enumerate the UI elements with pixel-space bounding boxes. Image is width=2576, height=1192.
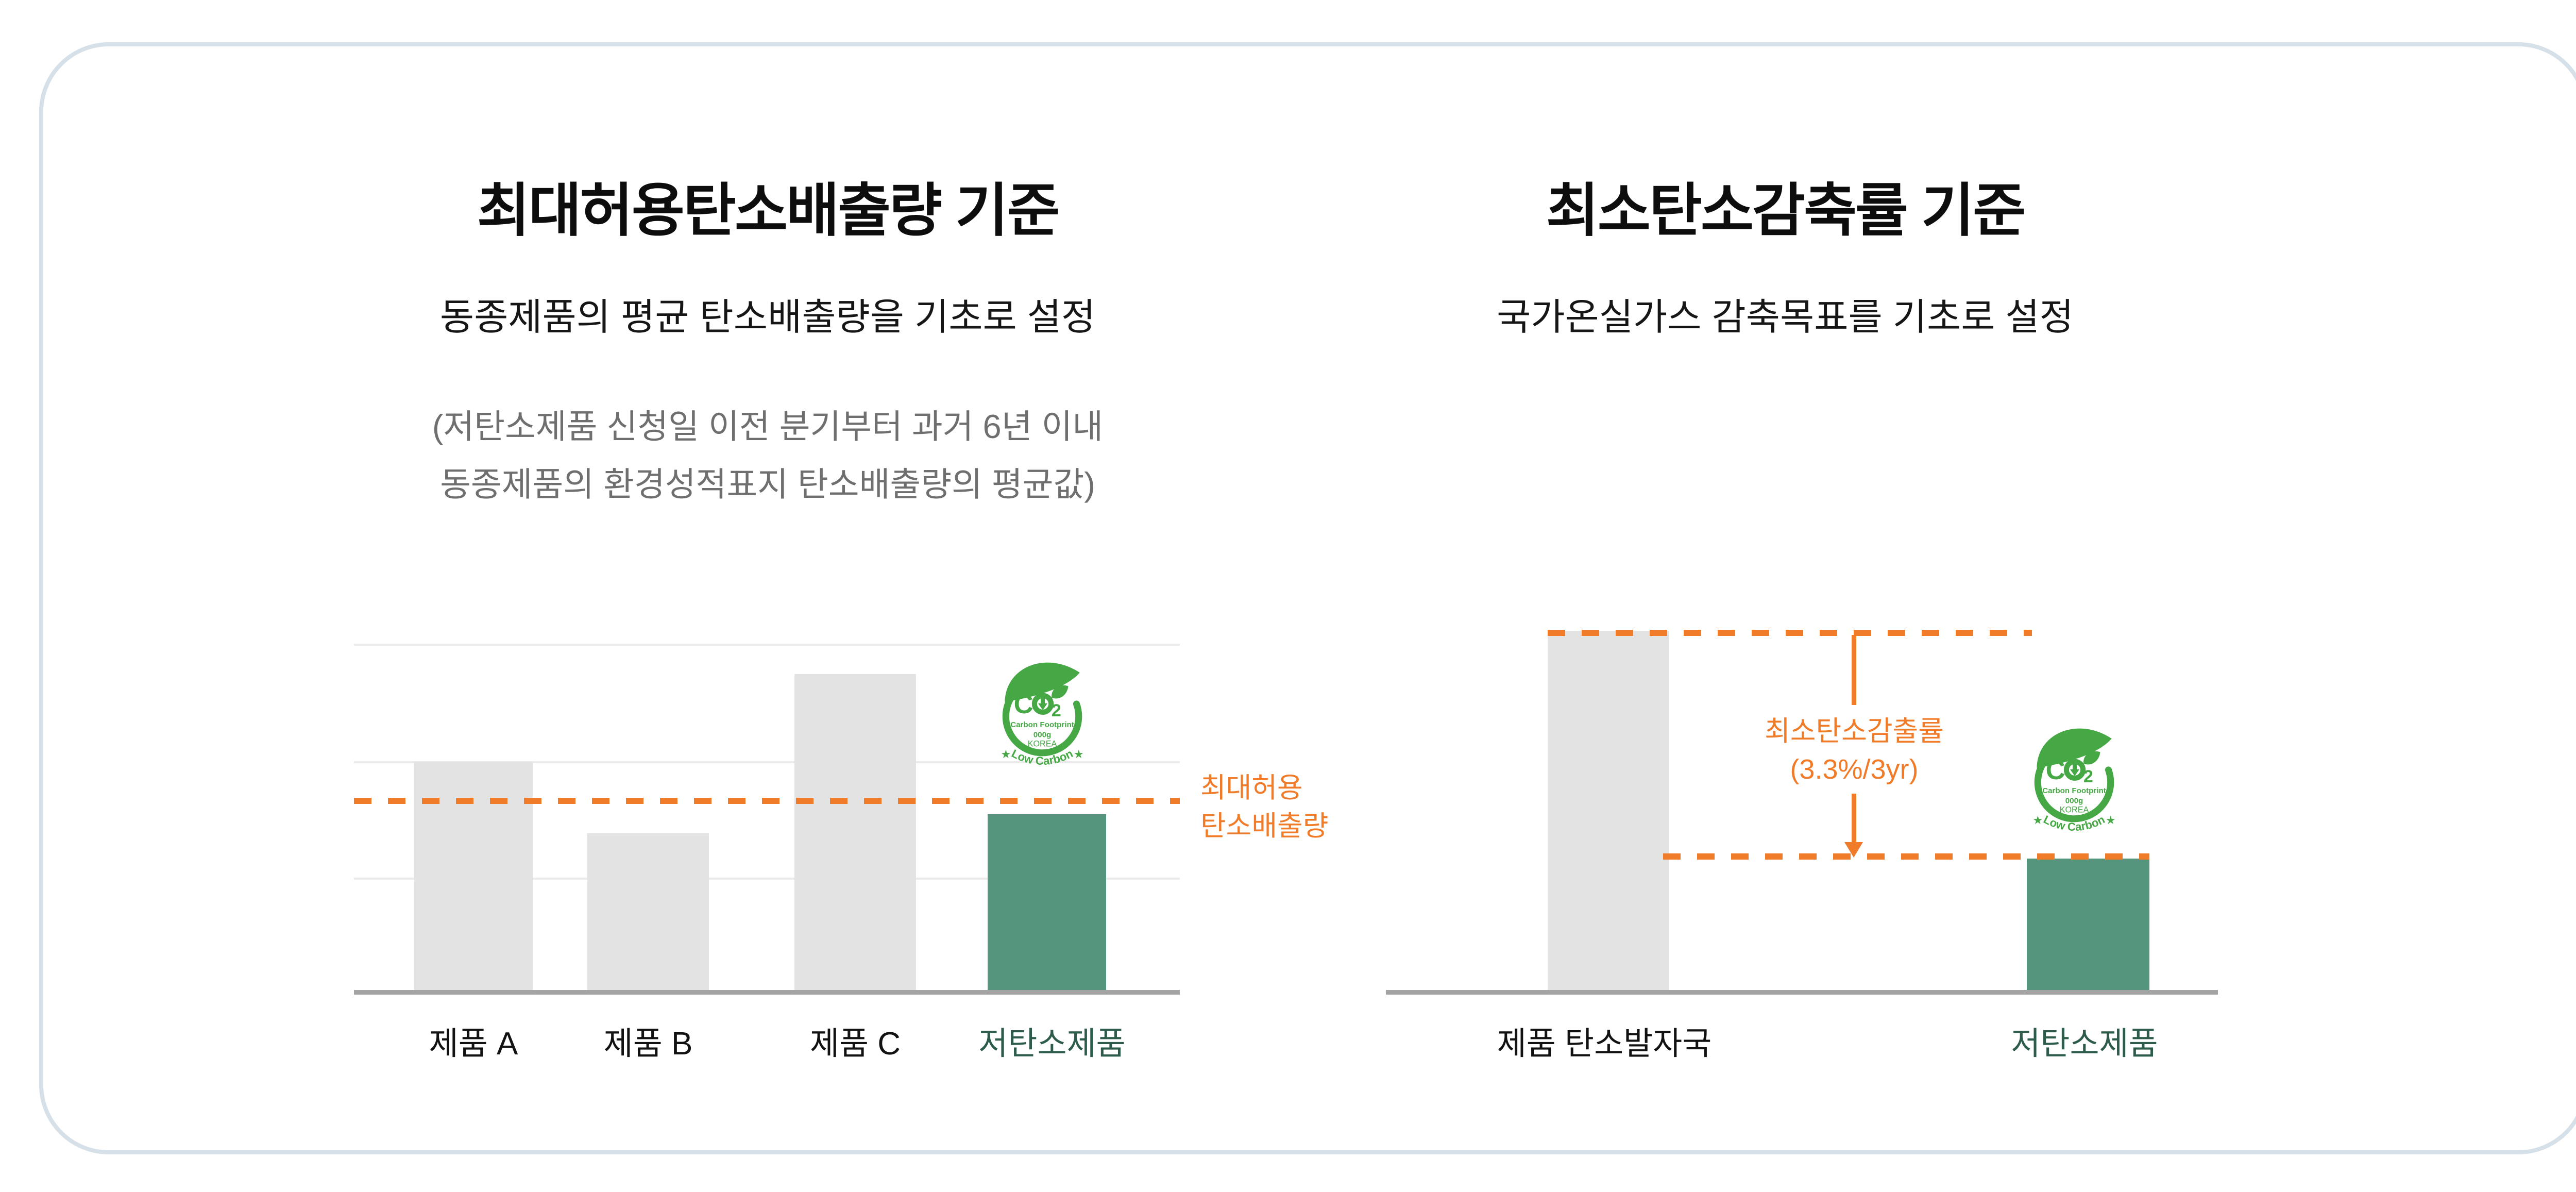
badge-co2-c: C (2046, 755, 2065, 785)
badge-co2-2: 2 (2083, 767, 2093, 786)
bar-product-c (794, 674, 916, 994)
bar-product-a (414, 762, 533, 994)
badge-arrow-stem (1040, 698, 1045, 704)
reduction-rate-label: 최소탄소감출률 (3.3%/3yr) (1648, 712, 2060, 788)
badge-grams-text: 000g (1033, 730, 1052, 739)
left-panel-subtitle: 동종제품의 평균 탄소배출량을 기초로 설정 (439, 297, 1096, 338)
max-allowed-emission-label-line1: 최대허용 (1200, 773, 1303, 803)
max-allowed-emission-dashed-line (354, 798, 1180, 804)
badge-star-right-icon: ★ (1074, 748, 1084, 761)
xlabel-low-carbon-right: 저탄소제품 (2011, 1026, 2158, 1062)
bar-product-b (587, 833, 709, 994)
reduction-arrow-upper-segment (1852, 635, 1856, 705)
max-allowed-emission-label-line2: 탄소배출량 (1200, 811, 1329, 842)
bar-low-carbon-product-right (2027, 859, 2149, 994)
badge-co2-c: C (1014, 689, 1033, 719)
low-carbon-badge-icon: C 2 Carbon Footprint 000g KOREA ★ ★ Low … (2032, 728, 2116, 833)
badge-ring (1002, 695, 1082, 757)
reduction-rate-label-line2: (3.3%/3yr) (1790, 754, 1919, 785)
leaf-icon (2037, 728, 2112, 768)
left-gridline-mid (354, 761, 1180, 763)
left-gridline-top (354, 644, 1180, 646)
badge-star-left-icon: ★ (1001, 748, 1011, 761)
reduction-rate-label-line1: 최소탄소감출률 (1765, 716, 1944, 747)
badge-korea-text: KOREA (2060, 805, 2089, 815)
right-panel-subtitle: 국가온실가스 감축목표를 기초로 설정 (1497, 297, 2074, 338)
badge-carbon-footprint-text: Carbon Footprint (1010, 720, 1074, 729)
bar-low-carbon-product-left (988, 814, 1106, 994)
badge-korea-text: KOREA (1028, 740, 1057, 749)
small-leaf-icon (2083, 751, 2100, 765)
small-leaf-icon (1052, 685, 1069, 699)
right-panel-title: 최소탄소감축률 기준 (1546, 178, 2026, 243)
reduced-level-dashed-line (1663, 853, 2149, 860)
badge-co2-2: 2 (1052, 701, 1061, 720)
badge-arrow-head (1038, 703, 1048, 710)
badge-arrow-head (2070, 769, 2080, 776)
left-gridline-low (354, 878, 1180, 880)
xlabel-product-b: 제품 B (603, 1026, 693, 1062)
left-panel-title: 최대허용탄소배출량 기준 (477, 178, 1060, 243)
badge-carbon-footprint-text: Carbon Footprint (2042, 786, 2106, 795)
low-carbon-badge-icon: C 2 Carbon Footprint 000g KOREA ★ ★ Low … (1001, 662, 1084, 767)
left-x-axis (354, 990, 1180, 995)
badge-star-right-icon: ★ (2106, 814, 2116, 827)
left-panel-note-line1: (저탄소제품 신청일 이전 분기부터 과거 6년 이내 (432, 408, 1104, 445)
xlabel-product-c: 제품 C (809, 1026, 901, 1062)
left-panel-note-line2: 동종제품의 환경성적표지 탄소배출량의 평균값) (440, 465, 1095, 503)
badge-ring (2034, 761, 2114, 822)
left-panel-note: (저탄소제품 신청일 이전 분기부터 과거 6년 이내 동종제품의 환경성적표지… (252, 398, 1283, 513)
max-allowed-emission-label: 최대허용 탄소배출량 (1200, 769, 1328, 845)
reduction-arrow-head-icon (1844, 842, 1863, 858)
badge-star-left-icon: ★ (2032, 814, 2043, 827)
badge-arrow-stem (2072, 764, 2077, 770)
footprint-level-dashed-line (1548, 630, 2032, 636)
bar-product-footprint (1548, 631, 1669, 994)
right-x-axis (1386, 990, 2218, 995)
xlabel-product-a: 제품 A (429, 1026, 518, 1062)
reduction-arrow-lower-segment (1852, 794, 1856, 843)
xlabel-product-footprint: 제품 탄소발자국 (1497, 1026, 1712, 1062)
xlabel-low-carbon-left: 저탄소제품 (978, 1026, 1126, 1062)
leaf-icon (1005, 662, 1080, 702)
badge-grams-text: 000g (2065, 796, 2083, 805)
